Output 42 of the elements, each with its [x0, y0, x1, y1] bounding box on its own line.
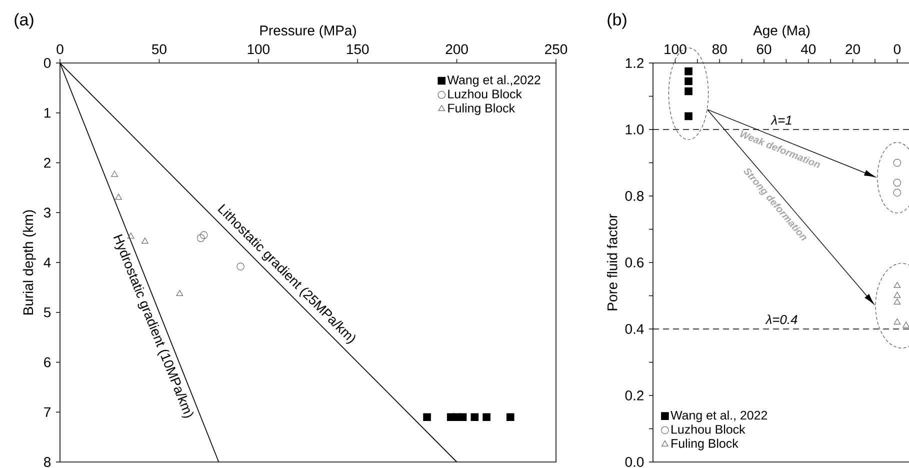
y-tick-label: 1.2 — [626, 58, 644, 68]
x-tick-label: 80 — [712, 44, 727, 54]
x-tick-label: 0 — [894, 44, 901, 54]
y-tick-label: 1.0 — [626, 124, 644, 134]
y-tick-label: 0.4 — [625, 324, 644, 334]
legend-label: Luzhou Block — [672, 424, 746, 434]
x-tick-label: 100 — [248, 44, 270, 54]
y-tick-label: 0.6 — [625, 258, 644, 268]
y-tick-label: 4 — [44, 258, 51, 268]
legend-label: Fuling Block — [448, 103, 516, 115]
y-tick-label: 0 — [44, 58, 51, 68]
x-axis-title: Pressure (MPa) — [260, 25, 356, 38]
y-tick-label: 7 — [44, 407, 50, 417]
x-tick-label: 20 — [846, 44, 860, 54]
x-tick-label: 50 — [152, 44, 166, 54]
y-tick-label: 0.2 — [625, 390, 644, 400]
y-tick-label: 5 — [44, 308, 51, 318]
chart-title: (b) — [608, 13, 626, 29]
x-axis-title: Age (Ma) — [753, 25, 810, 38]
chart-title: (a) — [14, 13, 34, 29]
y-tick-label: 1 — [44, 108, 50, 118]
legend-label: Luzhou Block — [448, 89, 522, 98]
y-axis-title: Pore fluid factor — [607, 214, 618, 310]
x-tick-label: 200 — [446, 44, 468, 54]
legend-label: Fuling Block — [672, 438, 738, 450]
y-tick-label: 0.8 — [625, 191, 644, 201]
legend-label: Wang et al., 2022 — [670, 410, 768, 422]
y-tick-label: 0.0 — [625, 457, 644, 467]
legend-label: Wang et al.,2022 — [447, 75, 540, 87]
y-tick-label: 3 — [44, 208, 51, 218]
y-axis-title: Burial depth (km) — [22, 210, 36, 314]
y-tick-label: 2 — [44, 158, 50, 168]
x-tick-label: 40 — [800, 44, 816, 54]
x-tick-label: 60 — [756, 44, 772, 54]
y-tick-label: 6 — [44, 357, 51, 368]
x-tick-label: 150 — [347, 44, 369, 54]
y-tick-label: 8 — [44, 457, 51, 467]
ref-line-label: λ=1 — [770, 115, 792, 125]
x-tick-label: 0 — [56, 44, 64, 54]
x-tick-label: 250 — [545, 44, 568, 54]
x-tick-label: 100 — [664, 44, 686, 54]
ref-line-label: λ=0.4 — [765, 314, 798, 324]
